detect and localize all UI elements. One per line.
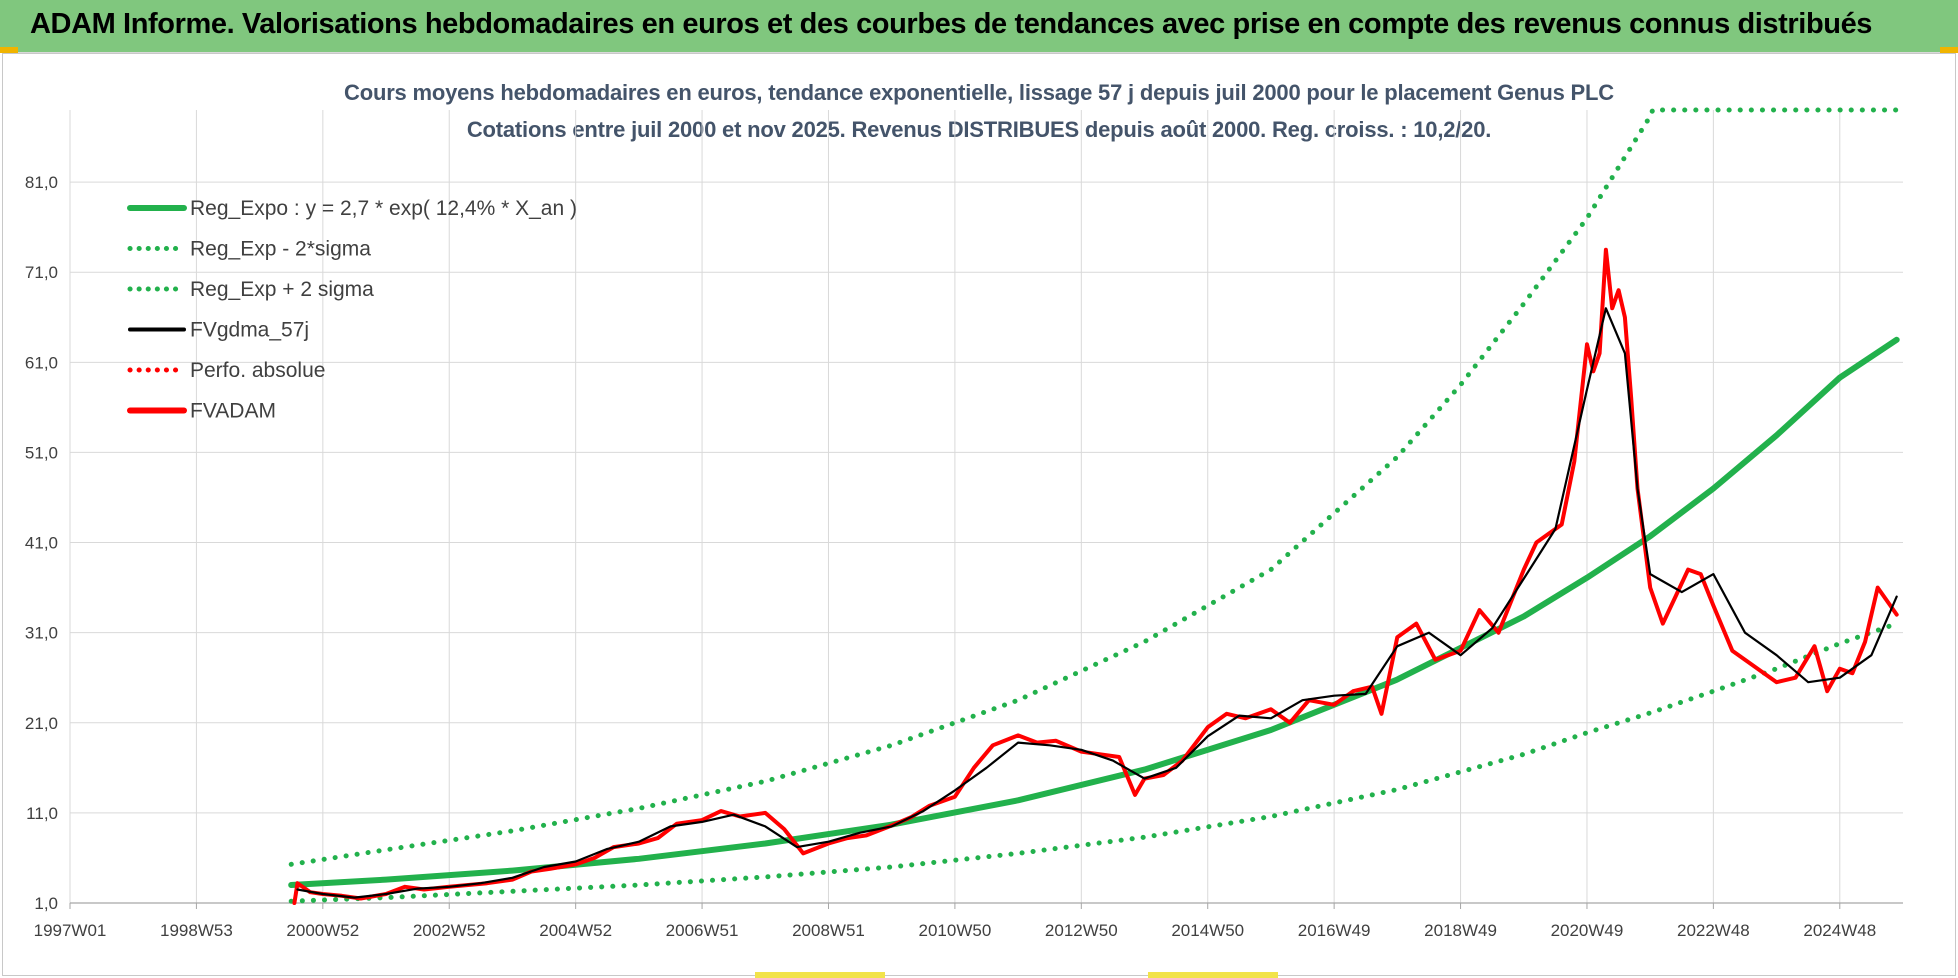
series-line-3 — [296, 307, 1898, 899]
chart-area — [2, 53, 1956, 976]
report-title: ADAM Informe. Valorisations hebdomadaire… — [30, 8, 1873, 40]
y-tick-label: 81,0 — [25, 173, 58, 192]
report-header-bar: ADAM Informe. Valorisations hebdomadaire… — [0, 0, 1958, 53]
x-tick-label: 2004W52 — [539, 921, 612, 940]
grid — [69, 110, 1903, 904]
y-tick-label: 51,0 — [25, 443, 58, 462]
y-tick-label: 41,0 — [25, 534, 58, 553]
y-tick-label: 71,0 — [25, 263, 58, 282]
x-tick-label: 2008W51 — [792, 921, 865, 940]
x-tick-label: 2016W49 — [1298, 921, 1371, 940]
y-tick-label: 61,0 — [25, 353, 58, 372]
header-corner-right — [1940, 47, 1958, 53]
x-tick-label: 2012W50 — [1045, 921, 1118, 940]
legend-label: FVADAM — [190, 400, 276, 423]
header-corner-left — [0, 47, 18, 53]
y-tick-label: 31,0 — [25, 624, 58, 643]
x-tick-label: 2020W49 — [1551, 921, 1624, 940]
legend-label: Reg_Expo : y = 2,7 * exp( 12,4% * X_an ) — [190, 197, 577, 220]
series-line-0 — [288, 336, 1900, 888]
x-tick-label: 1998W53 — [160, 921, 233, 940]
x-tick-label: 2014W50 — [1171, 921, 1244, 940]
x-tick-label: 2006W51 — [666, 921, 739, 940]
footer-strip-left — [755, 972, 885, 978]
y-tick-label: 1,0 — [34, 894, 58, 913]
x-tick-label: 2024W48 — [1803, 921, 1876, 940]
series — [288, 107, 1900, 905]
axes: 1,0 11,0 21,0 31,0 41,0 51,0 61,0 71,0 81,0 1997W… — [25, 173, 1903, 940]
legend-label: Reg_Exp + 2 sigma — [190, 278, 374, 301]
legend: Reg_Expo : y = 2,7 * exp( 12,4% * X_an )… — [127, 197, 577, 423]
legend-label: Perfo. absolue — [190, 359, 325, 382]
chart-subtitle: Cotations entre juil 2000 et nov 2025. R… — [466, 117, 1492, 142]
y-tick-label: 21,0 — [25, 714, 58, 733]
x-tick-label: 2018W49 — [1424, 921, 1497, 940]
series-line-2 — [288, 107, 1900, 867]
x-tick-label: 2002W52 — [413, 921, 486, 940]
legend-label: FVgdma_57j — [190, 319, 309, 342]
x-tick-label: 1997W01 — [34, 921, 107, 940]
x-tick-label: 2010W50 — [919, 921, 992, 940]
chart-title: Cours moyens hebdomadaires en euros, ten… — [344, 80, 1614, 105]
x-tick-label: 2000W52 — [286, 921, 359, 940]
y-tick-label: 11,0 — [26, 804, 58, 823]
series-line-1 — [288, 621, 1900, 904]
footer-strip-right — [1148, 972, 1278, 978]
x-tick-label: 2022W48 — [1677, 921, 1750, 940]
legend-label: Reg_Exp - 2*sigma — [190, 238, 371, 261]
series-line-4 — [292, 247, 1899, 905]
